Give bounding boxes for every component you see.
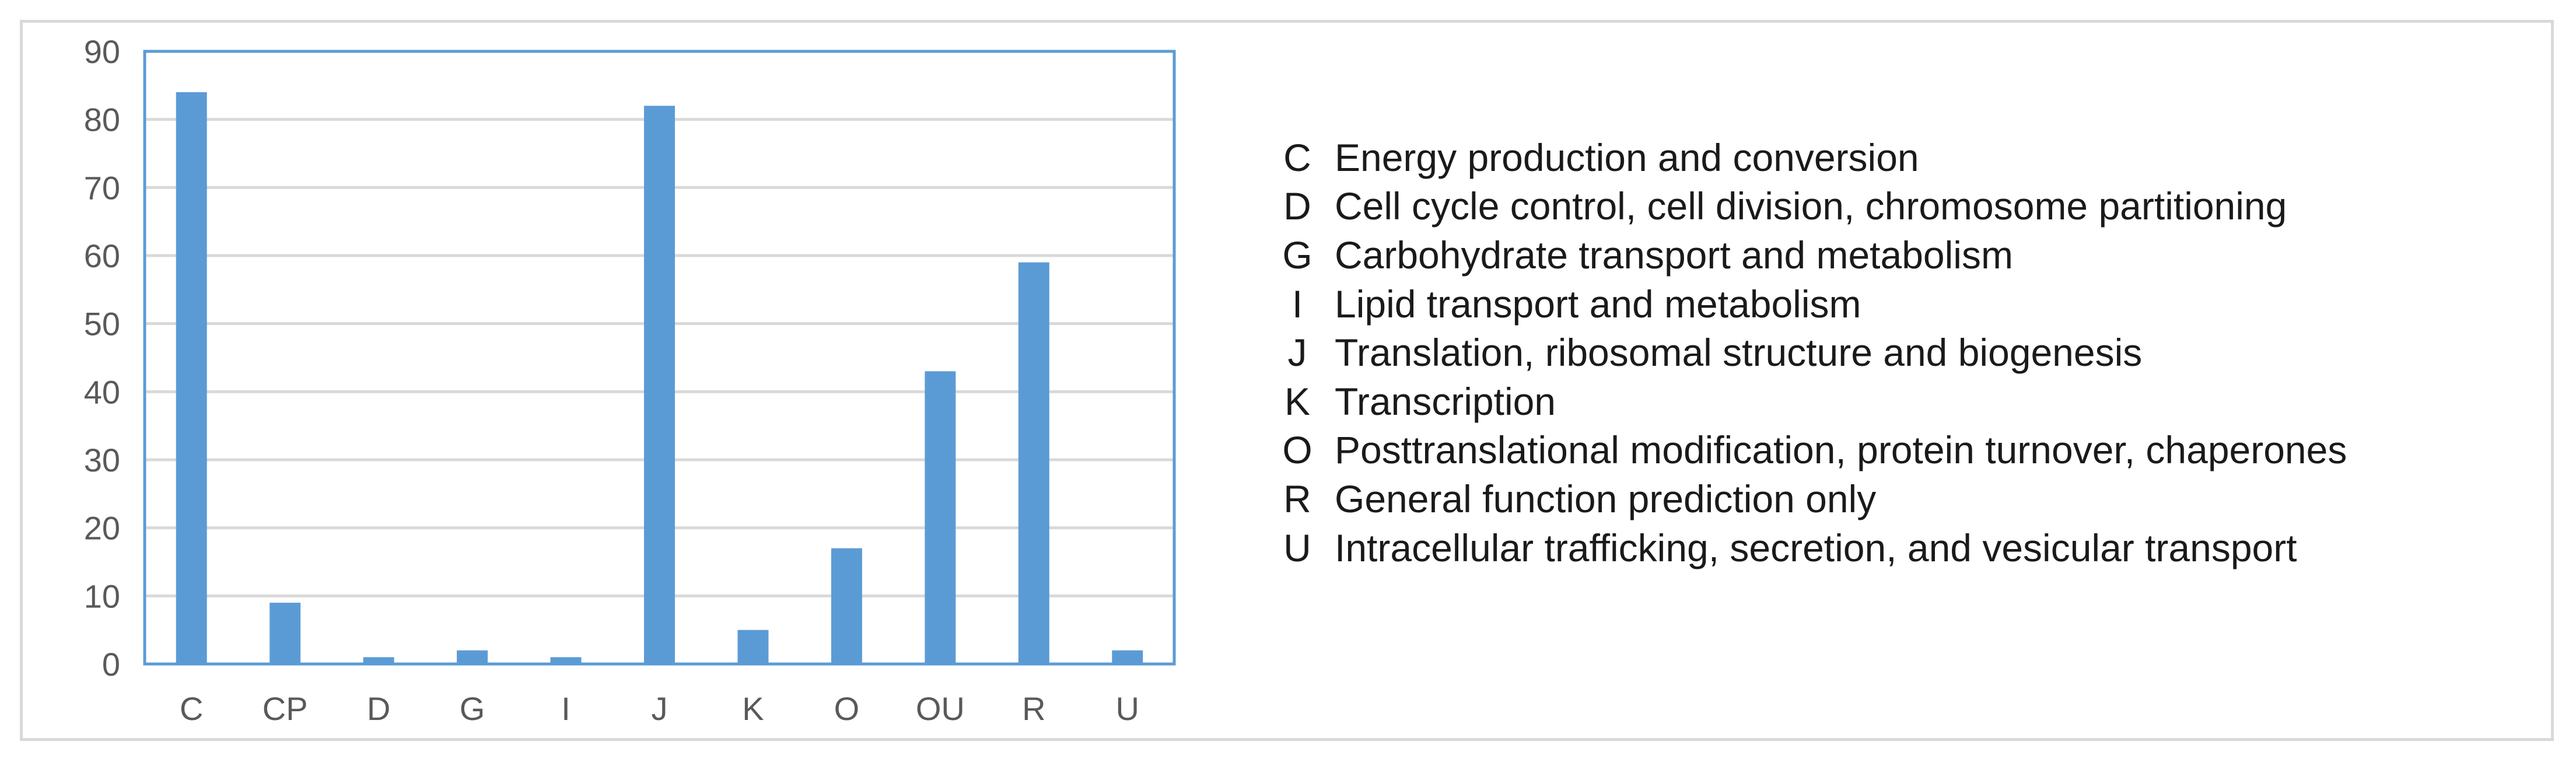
legend-item: J Translation, ribosomal structure and b… — [1260, 328, 2347, 377]
figure-frame — [20, 20, 2554, 741]
legend-item: R General function prediction only — [1260, 474, 2347, 523]
bar — [1112, 650, 1143, 664]
bar — [363, 657, 394, 664]
bar — [270, 603, 301, 664]
x-tick-label: G — [460, 690, 485, 727]
legend-description: Posttranslational modification, protein … — [1335, 428, 2347, 472]
x-tick-label: D — [367, 690, 390, 727]
legend-description: Transcription — [1335, 379, 1556, 423]
legend-description: Energy production and conversion — [1335, 135, 1919, 179]
y-tick-label: 30 — [84, 442, 120, 478]
x-tick-label: OU — [916, 690, 965, 727]
y-tick-label: 40 — [84, 373, 120, 410]
bar — [1018, 262, 1049, 665]
x-tick-label: K — [742, 690, 764, 727]
y-tick-label: 0 — [102, 646, 120, 683]
bar — [831, 548, 862, 664]
legend-code: J — [1287, 331, 1307, 375]
legend-code: C — [1283, 135, 1311, 179]
legend-item: C Energy production and conversion — [1260, 133, 2347, 182]
x-tick-label: O — [834, 690, 860, 727]
y-tick-label: 60 — [84, 237, 120, 274]
y-tick-label: 50 — [84, 306, 120, 342]
category-legend: C Energy production and conversion D Cel… — [1260, 133, 2347, 572]
bar — [176, 92, 207, 664]
plot-area-border — [143, 50, 1176, 666]
y-tick-label: 80 — [84, 102, 120, 138]
legend-item: K Transcription — [1260, 377, 2347, 426]
x-tick-label: R — [1022, 690, 1045, 727]
y-tick-label: 70 — [84, 169, 120, 206]
legend-code: D — [1283, 184, 1311, 228]
legend-description: Intracellular trafficking, secretion, an… — [1335, 526, 2297, 569]
bar — [457, 650, 488, 664]
legend-description: Carbohydrate transport and metabolism — [1335, 233, 2013, 277]
legend-item: I Lipid transport and metabolism — [1260, 279, 2347, 328]
x-tick-label: C — [180, 690, 203, 727]
legend-description: Translation, ribosomal structure and bio… — [1335, 331, 2143, 375]
legend-item: G Carbohydrate transport and metabolism — [1260, 230, 2347, 279]
legend-code: U — [1283, 526, 1311, 569]
x-tick-label: I — [561, 690, 570, 727]
legend-code: K — [1284, 379, 1311, 423]
y-tick-label: 20 — [84, 510, 120, 547]
legend-item: O Posttranslational modification, protei… — [1260, 426, 2347, 475]
bar — [644, 106, 675, 665]
legend-code: G — [1282, 233, 1312, 277]
legend-item: U Intracellular trafficking, secretion, … — [1260, 523, 2347, 572]
legend-code: O — [1282, 428, 1312, 472]
legend-description: Cell cycle control, cell division, chrom… — [1335, 184, 2287, 228]
x-tick-label: J — [652, 690, 668, 727]
x-tick-label: CP — [262, 690, 308, 727]
legend-item: D Cell cycle control, cell division, chr… — [1260, 182, 2347, 231]
bar-chart: 0 10 20 30 40 50 60 70 80 90 C CP D G I J K O OU R U — [84, 33, 1176, 727]
legend-code: R — [1283, 477, 1311, 520]
legend-description: General function prediction only — [1335, 477, 1877, 520]
bar — [737, 630, 769, 664]
legend-code: I — [1292, 282, 1303, 326]
bar — [550, 657, 582, 664]
x-tick-label: U — [1116, 690, 1139, 727]
bar — [925, 371, 956, 664]
y-tick-label: 10 — [84, 578, 120, 614]
legend-description: Lipid transport and metabolism — [1335, 282, 1861, 326]
y-tick-label: 90 — [84, 33, 120, 70]
